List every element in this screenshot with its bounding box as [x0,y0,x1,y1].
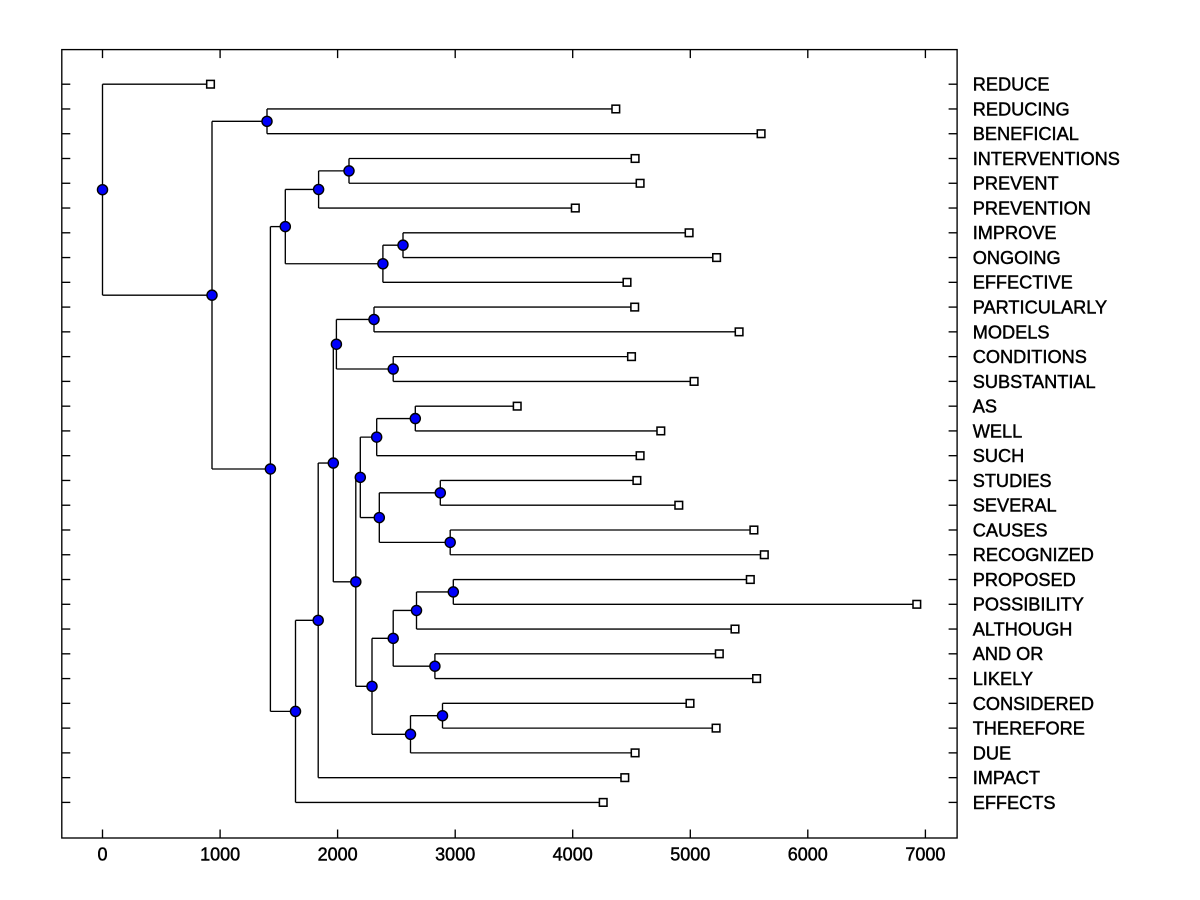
svg-text:REDUCE: REDUCE [973,75,1050,95]
svg-text:PROPOSED: PROPOSED [973,570,1076,590]
svg-text:4000: 4000 [553,845,593,865]
svg-text:ONGOING: ONGOING [973,248,1061,268]
svg-text:SUBSTANTIAL: SUBSTANTIAL [973,372,1096,392]
svg-text:SEVERAL: SEVERAL [973,496,1057,516]
svg-text:ALTHOUGH: ALTHOUGH [973,619,1073,639]
svg-text:INTERVENTIONS: INTERVENTIONS [973,149,1120,169]
svg-text:2000: 2000 [318,845,358,865]
svg-text:PREVENT: PREVENT [973,174,1059,194]
svg-text:SUCH: SUCH [973,446,1025,466]
svg-text:THEREFORE: THEREFORE [973,719,1085,739]
svg-text:1000: 1000 [200,845,240,865]
svg-text:REDUCING: REDUCING [973,99,1070,119]
svg-text:AS: AS [973,397,997,417]
svg-text:6000: 6000 [788,845,828,865]
svg-text:IMPACT: IMPACT [973,768,1040,788]
svg-text:MODELS: MODELS [973,322,1050,342]
svg-text:PREVENTION: PREVENTION [973,198,1091,218]
svg-text:3000: 3000 [435,845,475,865]
svg-text:DUE: DUE [973,743,1011,763]
svg-text:PARTICULARLY: PARTICULARLY [973,297,1107,317]
svg-text:LIKELY: LIKELY [973,669,1033,689]
svg-text:WELL: WELL [973,421,1023,441]
svg-text:STUDIES: STUDIES [973,471,1052,491]
svg-text:5000: 5000 [670,845,710,865]
svg-text:CONSIDERED: CONSIDERED [973,694,1094,714]
svg-text:RECOGNIZED: RECOGNIZED [973,545,1094,565]
svg-text:POSSIBILITY: POSSIBILITY [973,595,1084,615]
svg-text:AND OR: AND OR [973,644,1044,664]
svg-text:IMPROVE: IMPROVE [973,223,1057,243]
svg-text:0: 0 [97,845,107,865]
svg-text:CAUSES: CAUSES [973,520,1048,540]
svg-text:EFFECTS: EFFECTS [973,793,1056,813]
svg-text:BENEFICIAL: BENEFICIAL [973,124,1079,144]
svg-text:CONDITIONS: CONDITIONS [973,347,1087,367]
svg-text:EFFECTIVE: EFFECTIVE [973,273,1073,293]
svg-text:7000: 7000 [905,845,945,865]
